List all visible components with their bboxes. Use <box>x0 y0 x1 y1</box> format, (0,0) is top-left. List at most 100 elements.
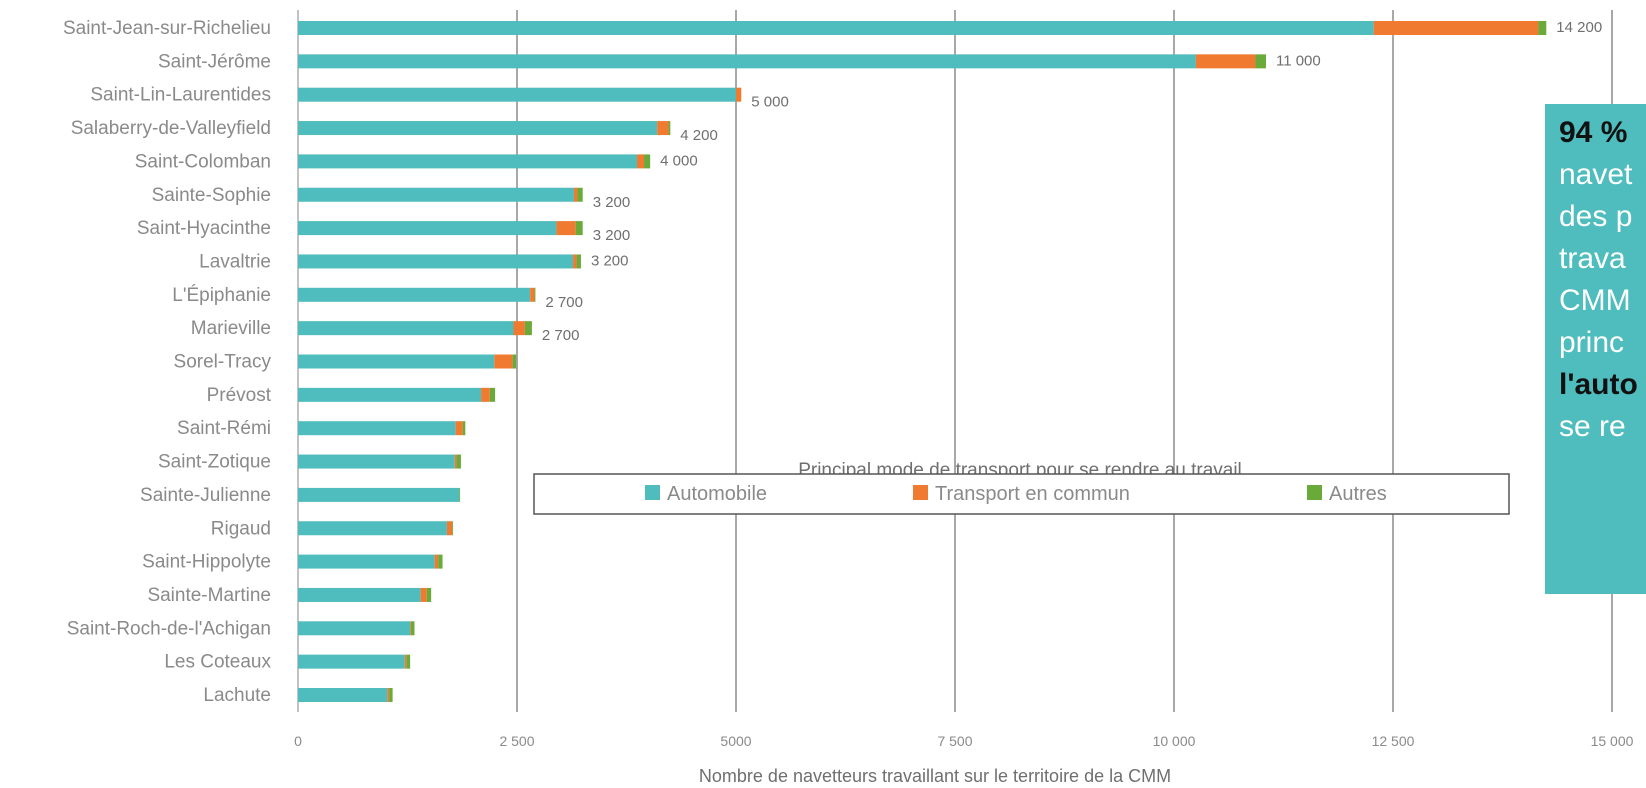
autres-bar <box>452 521 454 536</box>
autres-bar <box>524 321 532 336</box>
data-label: 5 000 <box>751 94 789 111</box>
transport-en-commun-bar <box>481 387 490 402</box>
autres-bar <box>512 354 517 369</box>
callout-line: navet <box>1559 158 1633 191</box>
legend: Principal mode de transport pour se rend… <box>533 460 1510 515</box>
x-tick-label: 2 500 <box>499 733 534 749</box>
transport-en-commun-bar <box>637 154 645 169</box>
autres-bar <box>644 154 651 169</box>
category-label: Saint-Jérôme <box>158 51 271 72</box>
automobile-bar <box>298 688 388 702</box>
x-tick-label: 5000 <box>720 733 751 749</box>
transport-en-commun-bar <box>513 321 525 336</box>
data-label: 3 200 <box>593 227 631 244</box>
callout-box: 94 % navet des p trava CMM princ l'auto … <box>1545 104 1646 594</box>
x-axis-title: Nombre de navetteurs travaillant sur le … <box>699 766 1171 786</box>
callout-line: 94 % <box>1559 116 1628 149</box>
category-label: Lavaltrie <box>199 251 271 272</box>
x-tick-label: 0 <box>294 733 302 749</box>
automobile-bar <box>298 221 557 236</box>
autres-bar <box>459 487 461 502</box>
category-label: Les Coteaux <box>164 652 271 673</box>
automobile-bar <box>298 321 514 336</box>
autres-bar <box>534 287 536 302</box>
transport-en-commun-bar <box>454 454 457 469</box>
automobile-bar <box>298 87 736 102</box>
automobile-bar <box>298 454 455 469</box>
legend-label: Autres <box>1329 483 1387 505</box>
transport-en-commun-bar <box>530 287 535 302</box>
autres-bar <box>389 688 393 702</box>
category-label: Saint-Zotique <box>158 452 271 473</box>
automobile-bar <box>298 154 638 169</box>
automobile-bar <box>298 554 435 569</box>
legend-label: Transport en commun <box>935 483 1130 505</box>
category-label: Rigaud <box>211 518 271 539</box>
autres-bar <box>575 221 583 236</box>
autres-bar <box>1538 21 1547 35</box>
automobile-bar <box>298 121 658 136</box>
transport-en-commun-bar <box>736 87 742 102</box>
autres-bar <box>438 554 443 569</box>
automobile-bar <box>298 654 405 669</box>
autres-bar <box>411 621 415 636</box>
category-label: L'Épiphanie <box>172 285 271 306</box>
autres-bar <box>462 421 466 436</box>
category-label: Saint-Roch-de-l'Achigan <box>67 618 271 639</box>
category-label: Saint-Hyacinthe <box>137 218 271 239</box>
automobile-bar <box>298 521 447 536</box>
transport-en-commun-bar <box>404 654 407 669</box>
data-label: 2 700 <box>542 327 580 344</box>
automobile-bar <box>298 21 1374 35</box>
transport-en-commun-bar <box>1373 21 1539 35</box>
automobile-bar <box>298 254 574 269</box>
callout-line: CMM <box>1559 284 1631 317</box>
callout-line: trava <box>1559 242 1626 275</box>
category-label: Saint-Colomban <box>135 151 271 172</box>
callout-line: l'auto <box>1559 368 1638 401</box>
autres-bar <box>577 187 583 202</box>
transport-en-commun-bar <box>434 554 439 569</box>
data-label: 3 200 <box>591 252 629 269</box>
legend-swatch <box>1307 485 1322 500</box>
autres-bar <box>576 254 581 269</box>
data-label: 2 700 <box>545 294 583 311</box>
category-label: Lachute <box>203 685 271 706</box>
transport-en-commun-bar <box>657 121 669 136</box>
automobile-bar <box>298 587 421 602</box>
automobile-bar <box>298 387 482 402</box>
x-tick-label: 10 000 <box>1153 733 1196 749</box>
category-label: Marieville <box>191 318 271 339</box>
automobile-bar <box>298 187 574 202</box>
data-label: 11 000 <box>1276 52 1321 69</box>
transport-en-commun-bar <box>556 221 576 236</box>
callout-line: des p <box>1559 200 1633 233</box>
category-labels: Saint-Jean-sur-Richelieu Saint-Jérôme Sain… <box>63 18 272 706</box>
category-label: Sainte-Martine <box>147 585 271 606</box>
automobile-bar <box>298 287 531 302</box>
bars <box>298 21 1547 702</box>
category-label: Salaberry-de-Valleyfield <box>71 118 271 139</box>
automobile-bar <box>298 621 411 636</box>
automobile-bar <box>298 354 495 369</box>
transport-en-commun-bar <box>420 587 427 602</box>
legend-label: Automobile <box>667 483 767 505</box>
transport-en-commun-bar <box>455 421 463 436</box>
transport-en-commun-bar <box>494 354 513 369</box>
category-label: Saint-Lin-Laurentides <box>90 85 271 106</box>
data-label: 4 200 <box>680 127 718 144</box>
automobile-bar <box>298 487 460 502</box>
transport-en-commun-bar <box>446 521 453 536</box>
legend-items: Automobile Transport en commun Autres <box>645 483 1387 505</box>
data-label: 4 000 <box>660 152 698 169</box>
transport-en-commun-bar <box>573 254 577 269</box>
autres-bar <box>489 387 496 402</box>
legend-swatch <box>913 485 928 500</box>
category-label: Sorel-Tracy <box>174 352 272 373</box>
category-label: Saint-Rémi <box>177 418 271 439</box>
category-label: Saint-Hippolyte <box>142 552 271 573</box>
callout-line: se re <box>1559 410 1626 443</box>
legend-box <box>533 473 1510 515</box>
data-labels: 14 200 11 000 5 000 4 200 4 000 3 200 3 200 3 2… <box>542 19 1602 344</box>
